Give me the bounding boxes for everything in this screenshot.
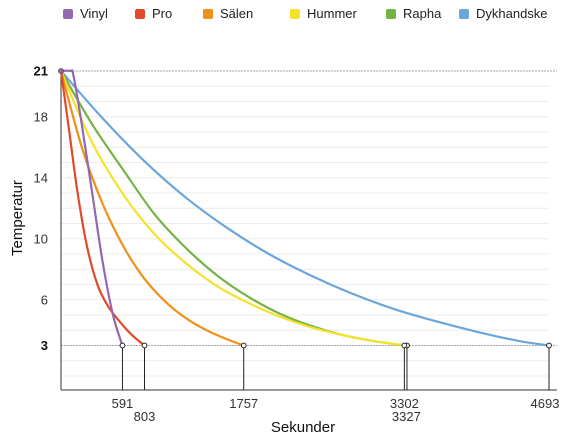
end-drop-lines (121, 345, 550, 390)
end-marker (119, 342, 126, 349)
grid-lines (61, 70, 549, 377)
legend-item-rapha: Rapha (386, 6, 441, 21)
series-lines (59, 69, 551, 347)
x-tick-label: 803 (134, 409, 156, 424)
legend: Vinyl Pro Sälen Hummer Rapha Dykhandske (0, 6, 567, 24)
legend-item-pro: Pro (135, 6, 172, 21)
legend-label: Pro (152, 6, 173, 21)
legend-item-vinyl: Vinyl (63, 6, 108, 21)
legend-label: Sälen (220, 6, 254, 21)
legend-label: Rapha (403, 6, 442, 21)
end-marker (141, 342, 148, 349)
legend-swatch (459, 8, 469, 19)
x-tick-label: 3327 (392, 409, 421, 424)
end-marker (240, 342, 247, 349)
x-tick-label: 1757 (229, 396, 258, 411)
legend-swatch (386, 8, 396, 19)
end-marker (401, 342, 408, 349)
y-tick-label: 10 (34, 231, 48, 246)
legend-swatch (203, 8, 213, 19)
start-marker (58, 68, 64, 74)
series-line-hummer (59, 69, 409, 347)
legend-label: Vinyl (80, 6, 108, 21)
axes (60, 71, 557, 391)
end-markers (58, 68, 552, 349)
legend-label: Dykhandske (476, 6, 548, 21)
x-axis-label: Sekunder (271, 419, 335, 436)
y-tick-label: 3 (41, 338, 48, 353)
x-tick-label: 4693 (531, 396, 560, 411)
x-tick-label: 3302 (390, 396, 419, 411)
legend-item-dykhandske: Dykhandske (459, 6, 548, 21)
y-tick-labels: 3 6 10 14 18 21 (34, 64, 48, 354)
series-line-pro (59, 69, 146, 347)
y-tick-label: 18 (34, 109, 48, 124)
y-tick-label: 21 (34, 64, 48, 79)
y-axis-label: Temperatur (9, 180, 26, 256)
legend-label: Hummer (307, 6, 357, 21)
x-tick-label: 591 (112, 396, 134, 411)
end-marker (546, 342, 552, 349)
legend-swatch (290, 8, 300, 19)
legend-swatch (63, 8, 73, 19)
legend-item-hummer: Hummer (290, 6, 357, 21)
y-tick-label: 14 (34, 170, 48, 185)
legend-item-sälen: Sälen (203, 6, 253, 21)
series-line-dykhandske (59, 69, 551, 347)
series-line-vinyl (59, 69, 124, 347)
legend-swatch (135, 8, 145, 19)
y-tick-label: 6 (41, 292, 48, 307)
